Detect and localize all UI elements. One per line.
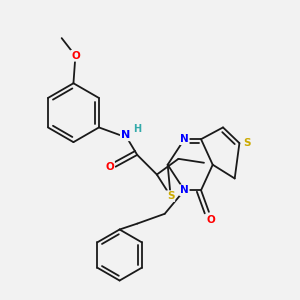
Text: H: H — [133, 124, 141, 134]
Text: S: S — [167, 191, 174, 201]
Text: N: N — [121, 130, 130, 140]
Text: S: S — [244, 138, 251, 148]
Text: N: N — [180, 185, 189, 195]
Text: O: O — [71, 51, 80, 61]
Text: O: O — [206, 215, 215, 225]
Text: N: N — [180, 134, 189, 144]
Text: O: O — [105, 162, 114, 172]
